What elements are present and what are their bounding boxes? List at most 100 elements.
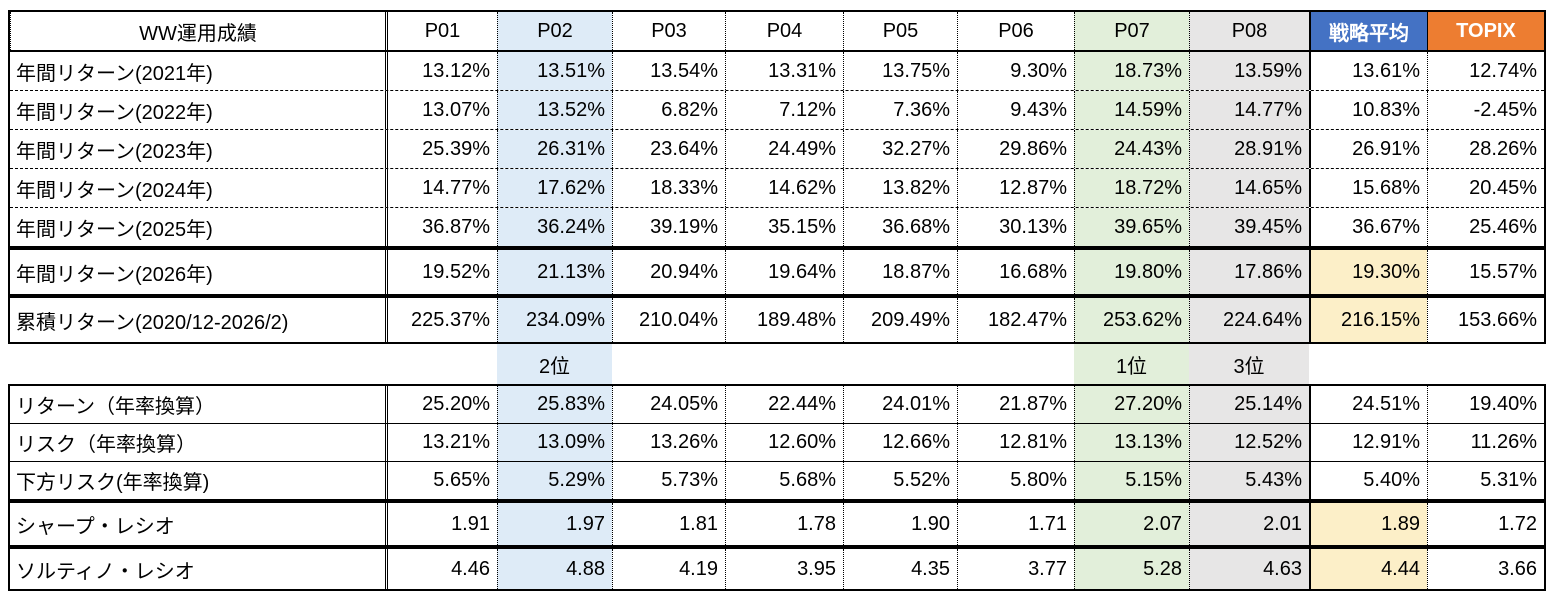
row-label-risk-annualized: リスク（年率換算）: [16, 434, 196, 456]
cell-cumulative-P01: 225.37%: [385, 298, 497, 342]
cell-cumulative-P07: 253.62%: [1074, 298, 1189, 342]
cell-y2025-P04: 35.15%: [725, 208, 843, 246]
header-cell-TOPIX: TOPIX: [1427, 12, 1544, 50]
cell-return-annualized-P08: 25.14%: [1189, 386, 1309, 423]
cell-sortino-ratio-P07: 5.28: [1074, 549, 1189, 589]
cell-sortino-ratio-P01: 4.46: [385, 549, 497, 589]
cell-return-annualized-P03: 24.05%: [612, 386, 725, 423]
table-row-y2022: 年間リターン(2022年) 13.07% 13.52% 6.82% 7.12% 7.36%…: [10, 90, 1544, 129]
cell-downside-risk-annualized-P03: 5.73%: [612, 462, 725, 499]
rank-cell-P03: [612, 344, 725, 384]
cell-y2024-P04: 14.62%: [725, 169, 843, 207]
cell-sharpe-ratio-TOPIX: 1.72: [1427, 503, 1544, 545]
cell-y2025-TOPIX: 25.46%: [1427, 208, 1544, 246]
cell-y2022-P03: 6.82%: [612, 91, 725, 129]
table-row-return-annualized: リターン（年率換算） 25.20% 25.83% 24.05% 22.44% 24.01%…: [10, 386, 1544, 423]
cell-sharpe-ratio-SA: 1.89: [1309, 503, 1427, 545]
cell-return-annualized-P01: 25.20%: [385, 386, 497, 423]
cell-y2025-P03: 39.19%: [612, 208, 725, 246]
cell-y2023-TOPIX: 28.26%: [1427, 130, 1544, 168]
cell-y2024-TOPIX: 20.45%: [1427, 169, 1544, 207]
section-cumulative: 累積リターン(2020/12-2026/2) 225.37% 234.09% 210.…: [8, 296, 1546, 344]
cell-y2022-P04: 7.12%: [725, 91, 843, 129]
cell-risk-annualized-TOPIX: 11.26%: [1427, 424, 1544, 461]
cell-y2026-P08: 17.86%: [1189, 250, 1309, 294]
cell-y2024-P02: 17.62%: [497, 169, 612, 207]
rank-row: 2位 1位 3位: [10, 344, 1544, 384]
cell-y2026-P04: 19.64%: [725, 250, 843, 294]
header-cell-P08: P08: [1189, 12, 1309, 50]
cell-risk-annualized-P01: 13.21%: [385, 424, 497, 461]
cell-y2024-P06: 12.87%: [957, 169, 1074, 207]
cell-sortino-ratio-P03: 4.19: [612, 549, 725, 589]
header-cell-SA: 戦略平均: [1309, 12, 1427, 50]
cell-y2021-TOPIX: 12.74%: [1427, 52, 1544, 90]
table-row-sharpe-ratio: シャープ・レシオ 1.91 1.97 1.81 1.78 1.90 1.71 2.07 2.01…: [10, 503, 1544, 545]
cell-downside-risk-annualized-P02: 5.29%: [497, 462, 612, 499]
cell-y2024-SA: 15.68%: [1309, 169, 1427, 207]
rank-cell-TOPIX: [1427, 344, 1544, 384]
table-row-risk-annualized: リスク（年率換算） 13.21% 13.09% 13.26% 12.60% 12.66% 1…: [10, 423, 1544, 461]
rank-cell-P07: 1位: [1074, 344, 1189, 384]
cell-return-annualized-P04: 22.44%: [725, 386, 843, 423]
rank-cell-P02: 2位: [497, 344, 612, 384]
cell-downside-risk-annualized-P01: 5.65%: [385, 462, 497, 499]
rank-cell-P06: [957, 344, 1074, 384]
cell-y2022-SA: 10.83%: [1309, 91, 1427, 129]
rank-row-spacer: [10, 344, 385, 384]
cell-sortino-ratio-P02: 4.88: [497, 549, 612, 589]
cell-y2025-P07: 39.65%: [1074, 208, 1189, 246]
cell-risk-annualized-P06: 12.81%: [957, 424, 1074, 461]
table-row-y2021: 年間リターン(2021年) 13.12% 13.51% 13.54% 13.31% 13.…: [10, 52, 1544, 90]
cell-risk-annualized-P03: 13.26%: [612, 424, 725, 461]
cell-y2021-P01: 13.12%: [385, 52, 497, 90]
cell-y2023-P06: 29.86%: [957, 130, 1074, 168]
cell-y2021-P03: 13.54%: [612, 52, 725, 90]
cell-cumulative-P02: 234.09%: [497, 298, 612, 342]
cell-y2021-P04: 13.31%: [725, 52, 843, 90]
cell-risk-annualized-P05: 12.66%: [843, 424, 957, 461]
cell-y2022-P01: 13.07%: [385, 91, 497, 129]
cell-sharpe-ratio-P02: 1.97: [497, 503, 612, 545]
cell-return-annualized-TOPIX: 19.40%: [1427, 386, 1544, 423]
cell-sharpe-ratio-P05: 1.90: [843, 503, 957, 545]
cell-sortino-ratio-P04: 3.95: [725, 549, 843, 589]
row-label-y2025: 年間リターン(2025年): [16, 218, 213, 241]
cell-y2024-P08: 14.65%: [1189, 169, 1309, 207]
cell-sortino-ratio-P08: 4.63: [1189, 549, 1309, 589]
cell-downside-risk-annualized-SA: 5.40%: [1309, 462, 1427, 499]
rank-cell-P05: [843, 344, 957, 384]
table-row-y2026: 年間リターン(2026年) 19.52% 21.13% 20.94% 19.64% 18.…: [10, 250, 1544, 294]
section-sortino: ソルティノ・レシオ 4.46 4.88 4.19 3.95 4.35 3.77 5.28 4.6…: [8, 547, 1546, 591]
cell-y2023-P05: 32.27%: [843, 130, 957, 168]
cell-y2025-P06: 30.13%: [957, 208, 1074, 246]
cell-return-annualized-SA: 24.51%: [1309, 386, 1427, 423]
row-label-y2023: 年間リターン(2023年): [16, 140, 213, 163]
rank-cell-P01: [385, 344, 497, 384]
cell-y2025-P02: 36.24%: [497, 208, 612, 246]
performance-table: WW運用成績 P01 P02 P03 P04 P05 P06 P07 P08 戦略平均 TOPIX 年…: [8, 10, 1546, 591]
header-row: WW運用成績 P01 P02 P03 P04 P05 P06 P07 P08 戦略平均 TOPIX: [10, 12, 1544, 52]
cell-downside-risk-annualized-P05: 5.52%: [843, 462, 957, 499]
cell-cumulative-P03: 210.04%: [612, 298, 725, 342]
header-cell-P07: P07: [1074, 12, 1189, 50]
cell-y2021-P08: 13.59%: [1189, 52, 1309, 90]
cell-downside-risk-annualized-P07: 5.15%: [1074, 462, 1189, 499]
cell-risk-annualized-P04: 12.60%: [725, 424, 843, 461]
header-cell-P02: P02: [497, 12, 612, 50]
cell-y2023-SA: 26.91%: [1309, 130, 1427, 168]
cell-risk-annualized-P02: 13.09%: [497, 424, 612, 461]
cell-y2021-P02: 13.51%: [497, 52, 612, 90]
cell-y2026-TOPIX: 15.57%: [1427, 250, 1544, 294]
cell-y2021-P06: 9.30%: [957, 52, 1074, 90]
row-label-downside-risk-annualized: 下方リスク(年率換算): [16, 472, 210, 494]
table-row-downside-risk-annualized: 下方リスク(年率換算) 5.65% 5.29% 5.73% 5.68% 5.52% 5.80…: [10, 461, 1544, 499]
cell-y2024-P01: 14.77%: [385, 169, 497, 207]
cell-y2022-TOPIX: -2.45%: [1427, 91, 1544, 129]
section-sharpe: シャープ・レシオ 1.91 1.97 1.81 1.78 1.90 1.71 2.07 2.01…: [8, 501, 1546, 547]
cell-cumulative-P06: 182.47%: [957, 298, 1074, 342]
cell-downside-risk-annualized-P06: 5.80%: [957, 462, 1074, 499]
cell-y2026-P05: 18.87%: [843, 250, 957, 294]
cell-sharpe-ratio-P07: 2.07: [1074, 503, 1189, 545]
cell-y2023-P03: 23.64%: [612, 130, 725, 168]
